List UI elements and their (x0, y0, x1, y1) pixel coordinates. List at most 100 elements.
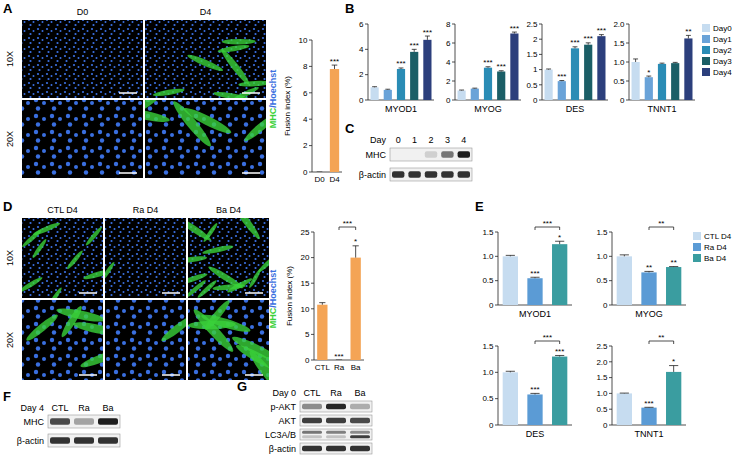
myotube (222, 39, 256, 45)
marks (503, 355, 568, 425)
myotube (188, 272, 208, 286)
blot-strip (300, 415, 372, 426)
y-tick-label: 0 (446, 96, 451, 105)
band (392, 171, 404, 178)
myotube (248, 268, 263, 289)
bar (545, 70, 553, 100)
scale-bar (245, 292, 263, 294)
y-tick-label: 6 (303, 89, 308, 98)
y-tick (539, 100, 542, 101)
band (326, 446, 346, 452)
micrograph (22, 300, 103, 380)
y-tick-label: 0.5 (596, 276, 608, 285)
y-tick-label: 1.0 (596, 252, 608, 261)
myotube (66, 249, 85, 270)
legend-label: Day3 (713, 57, 732, 66)
bar (330, 69, 339, 172)
scale-bar (79, 374, 97, 376)
nuclei (22, 218, 103, 298)
significance: *** (423, 28, 432, 37)
y-tick-label: 0.5 (482, 276, 494, 285)
micrograph (22, 20, 143, 98)
stain-part: /Hoechst (268, 70, 278, 108)
y-tick-label: 25 (301, 228, 310, 237)
marks (371, 36, 432, 100)
y-tick (609, 361, 612, 362)
column-header: Ra D4 (133, 205, 159, 215)
bar (552, 357, 567, 425)
significance: *** (570, 38, 579, 47)
y-tick-label: 20 (301, 253, 310, 262)
blot-strip (48, 415, 120, 428)
scale-bar (242, 92, 260, 94)
micrograph (22, 100, 143, 178)
y-tick-label: 1.5 (596, 228, 608, 237)
lane-label: Ba (354, 388, 365, 398)
marks (317, 246, 361, 360)
significance: ** (685, 27, 691, 36)
y-tick (365, 49, 368, 50)
significance: *** (510, 24, 519, 33)
y-tick (452, 81, 455, 82)
band (50, 418, 70, 425)
significance: ** (658, 219, 664, 228)
y-tick (452, 24, 455, 25)
y-tick (609, 232, 612, 233)
lane-label: CTL (51, 403, 68, 413)
y-tick (539, 54, 542, 55)
error-bar (669, 366, 678, 372)
myotube (159, 313, 186, 344)
lane-label: 2 (428, 135, 433, 145)
myotube (170, 100, 215, 149)
blot-row-label: β-actin (269, 444, 296, 454)
micrograph-ground (22, 218, 103, 298)
y-tick (539, 39, 542, 40)
y-tick (311, 308, 314, 309)
nuclei (105, 300, 186, 380)
y-tick (311, 257, 314, 258)
y-tick (609, 393, 612, 394)
myotube (105, 261, 116, 282)
significance: *** (543, 219, 552, 228)
band (326, 418, 346, 424)
band (302, 431, 322, 434)
band (425, 151, 437, 158)
legend-swatch (702, 57, 710, 65)
lane-label: Ra (78, 403, 90, 413)
y-tick-label: 10 (299, 36, 308, 45)
y-tick-label: 0.5 (482, 394, 494, 403)
y-tick (539, 24, 542, 25)
y-tick-label: 2 (303, 141, 308, 150)
blot-strip (390, 148, 472, 161)
western-blot: Day01234MHCβ-actin (359, 135, 472, 181)
significance: *** (557, 72, 566, 81)
marks (458, 32, 519, 100)
row-label: 20X (5, 332, 15, 348)
myotube (213, 90, 249, 98)
x-axis-title: MYOG (474, 104, 502, 114)
bar (558, 81, 566, 100)
bar (351, 258, 361, 360)
significance: *** (483, 58, 492, 67)
legend-swatch (693, 254, 701, 262)
y-tick-label: 1.5 (482, 342, 494, 351)
y-tick-label: 4 (303, 115, 308, 124)
y-tick-label: 2.0 (596, 358, 608, 367)
myotube (230, 218, 262, 241)
band (302, 418, 322, 424)
lane-label: 4 (461, 135, 466, 145)
scale-bar (242, 172, 260, 174)
legend-label: Ba D4 (704, 254, 727, 263)
micrograph (188, 218, 269, 298)
error-bar (319, 303, 325, 305)
band (350, 431, 370, 434)
nuclei (22, 100, 143, 178)
nuclei (22, 20, 143, 98)
myotube (242, 112, 266, 144)
blot-header: Day 0 (272, 388, 296, 398)
band (408, 171, 420, 178)
error-bar (372, 86, 377, 88)
marks (317, 65, 339, 172)
bar (597, 36, 605, 100)
band (441, 151, 453, 158)
